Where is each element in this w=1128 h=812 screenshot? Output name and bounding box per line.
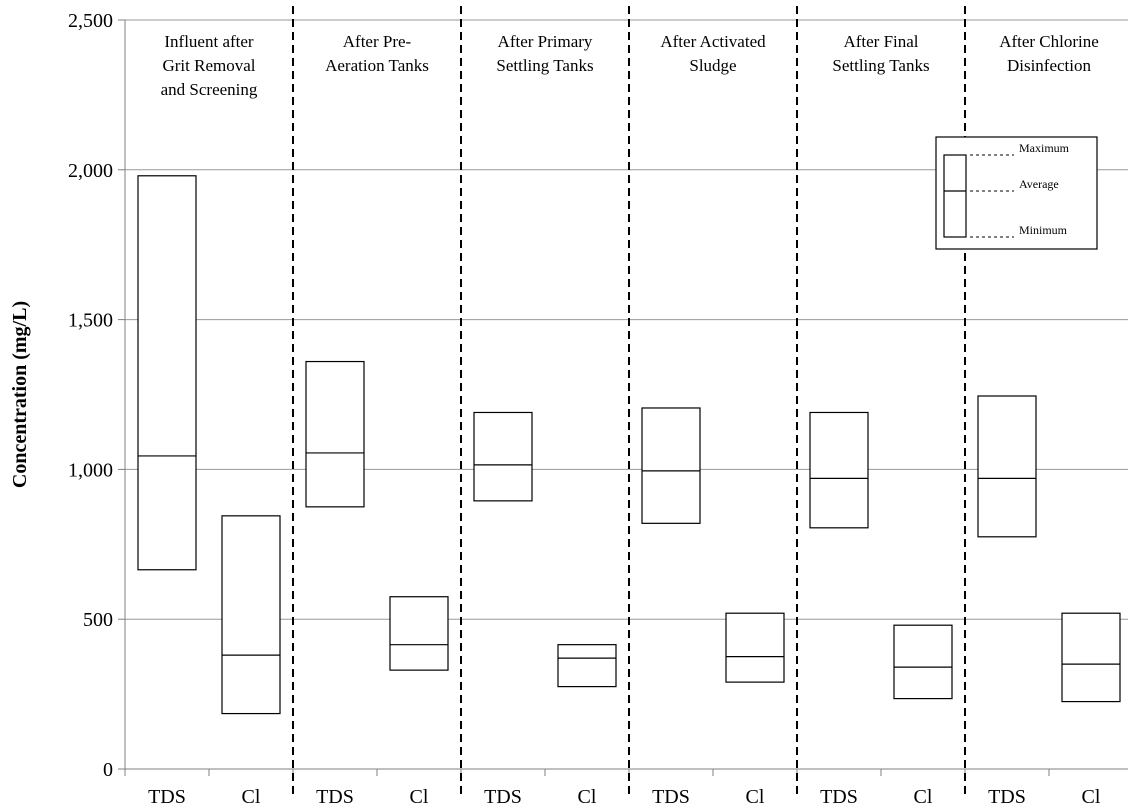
group-title-line: Grit Removal bbox=[162, 56, 255, 75]
legend: Maximum Average Minimum bbox=[935, 136, 1098, 250]
group-title-line: After Pre- bbox=[343, 32, 412, 51]
range-box-tds bbox=[641, 407, 701, 524]
x-category-label: TDS bbox=[652, 786, 690, 808]
y-tick-label: 1,000 bbox=[68, 459, 113, 481]
x-category-label: Cl bbox=[410, 786, 429, 808]
y-tick-label: 0 bbox=[103, 759, 113, 781]
group-title-line: Aeration Tanks bbox=[325, 56, 429, 75]
legend-label: Maximum bbox=[1019, 141, 1070, 155]
group-title-line: After Activated bbox=[660, 32, 766, 51]
x-category-label: TDS bbox=[484, 786, 522, 808]
x-category-label: Cl bbox=[914, 786, 933, 808]
range-box-tds bbox=[137, 175, 197, 571]
x-category-label: Cl bbox=[578, 786, 597, 808]
x-category-label: Cl bbox=[1082, 786, 1101, 808]
labels: 0 500 1,000 1,500 2,000 2,500 Concentration (m… bbox=[9, 10, 1101, 808]
y-tick-label: 1,500 bbox=[68, 310, 113, 332]
x-category-label: Cl bbox=[746, 786, 765, 808]
group-title-line: Settling Tanks bbox=[832, 56, 929, 75]
x-category-label: TDS bbox=[988, 786, 1026, 808]
range-box-cl bbox=[221, 515, 281, 715]
group-dividers bbox=[292, 6, 966, 795]
range-box-tds bbox=[473, 411, 533, 502]
group-title-line: After Chlorine bbox=[999, 32, 1099, 51]
range-box-cl bbox=[893, 624, 953, 700]
range-box-tds bbox=[977, 395, 1037, 538]
group-title-line: Influent after bbox=[164, 32, 254, 51]
group-title-line: Settling Tanks bbox=[496, 56, 593, 75]
legend-label: Minimum bbox=[1019, 223, 1068, 237]
group-title-line: After Final bbox=[843, 32, 918, 51]
group-title-line: Disinfection bbox=[1007, 56, 1092, 75]
range-box-cl bbox=[389, 596, 449, 671]
x-category-label: TDS bbox=[820, 786, 858, 808]
group-title-line: After Primary bbox=[498, 32, 593, 51]
range-box-cl bbox=[725, 612, 785, 683]
y-axis-title: Concentration (mg/L) bbox=[9, 301, 31, 488]
axes bbox=[118, 19, 1128, 776]
legend-sample-box bbox=[943, 154, 967, 238]
x-category-label: TDS bbox=[316, 786, 354, 808]
group-title-line: Sludge bbox=[689, 56, 736, 75]
x-category-label: Cl bbox=[242, 786, 261, 808]
x-category-label: TDS bbox=[148, 786, 186, 808]
range-box-tds bbox=[305, 360, 365, 508]
legend-label: Average bbox=[1019, 177, 1059, 191]
y-tick-label: 2,000 bbox=[68, 160, 113, 182]
range-box-tds bbox=[809, 411, 869, 529]
y-tick-label: 2,500 bbox=[68, 10, 113, 32]
range-box-cl bbox=[1061, 612, 1121, 703]
y-tick-label: 500 bbox=[83, 609, 113, 631]
range-boxes bbox=[137, 175, 1121, 715]
range-box-cl bbox=[557, 644, 617, 688]
group-title-line: and Screening bbox=[161, 80, 258, 99]
